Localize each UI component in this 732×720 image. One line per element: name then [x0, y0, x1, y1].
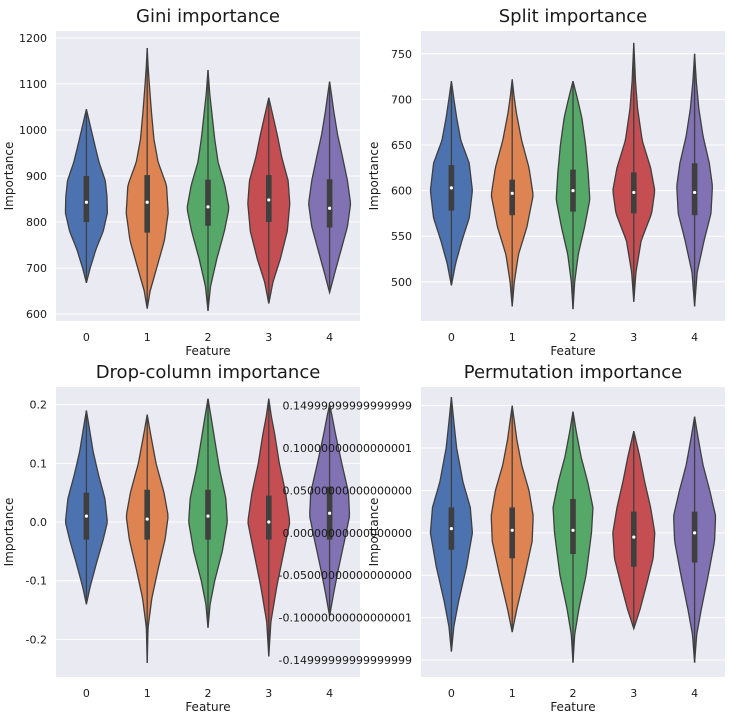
violin-median [571, 188, 575, 193]
violin-median [571, 528, 575, 532]
violin-median [145, 517, 149, 521]
violin-median [328, 206, 332, 210]
violin-median [267, 520, 271, 524]
y-axis-label: Importance [2, 142, 16, 211]
subplot-title: Drop-column importance [96, 362, 321, 383]
subplot-3: -0.2 -0.1 0.0 0.1 0.2 0 1 2 3 4 Drop-column import… [2, 362, 360, 714]
y-tick-label: 600 [391, 185, 412, 198]
subplot-title: Permutation importance [464, 362, 682, 383]
x-axis-label: Feature [550, 344, 595, 358]
violin-median [632, 190, 636, 195]
violin-median [206, 205, 210, 209]
violin-iqr-box [144, 175, 150, 233]
x-tick-label: 4 [691, 687, 698, 700]
x-tick-label: 2 [205, 331, 212, 344]
x-tick-label: 4 [691, 331, 698, 344]
y-tick-label: 700 [391, 93, 412, 106]
y-tick-label: 600 [26, 308, 47, 321]
y-tick-label: -0.10000000000000001 [279, 612, 412, 625]
y-tick-label: 0.2 [30, 399, 48, 412]
y-axis-label: Importance [2, 498, 16, 567]
y-tick-label: 550 [391, 230, 412, 243]
x-tick-label: 3 [630, 331, 637, 344]
violin-iqr-box [691, 163, 698, 216]
x-tick-label: 2 [205, 687, 212, 700]
subplot-title: Split importance [499, 6, 647, 27]
y-tick-label: 0.0 [30, 516, 48, 529]
violin-median [693, 531, 697, 535]
x-tick-label: 2 [570, 687, 577, 700]
x-tick-label: 0 [83, 687, 90, 700]
y-tick-label: 1000 [19, 124, 47, 137]
x-tick-label: 3 [265, 687, 272, 700]
y-tick-label: 0.1 [30, 457, 48, 470]
violin-median [206, 514, 210, 518]
y-tick-label: 750 [391, 48, 412, 61]
violin-iqr-box [631, 511, 637, 567]
y-tick-label: -0.1 [26, 575, 47, 588]
x-tick-label: 4 [326, 331, 333, 344]
x-tick-label: 3 [630, 687, 637, 700]
violin-median [267, 198, 271, 202]
violin-median [510, 191, 514, 195]
violin-iqr-box [691, 511, 698, 563]
x-tick-label: 3 [265, 331, 272, 344]
x-tick-label: 1 [509, 331, 516, 344]
subplot-2: 500 550 600 650 700 750 0 1 2 3 4 Split importance F… [367, 6, 725, 358]
violin-median [449, 527, 453, 531]
y-tick-label: 650 [391, 139, 412, 152]
y-tick-label: -0.14999999999999999 [279, 654, 412, 667]
violin-iqr-box [509, 507, 515, 559]
x-tick-label: 1 [144, 687, 151, 700]
violin-median [145, 200, 149, 204]
violin-median [328, 511, 332, 515]
y-tick-label: 1200 [19, 32, 47, 45]
y-tick-label: 500 [391, 276, 412, 289]
violin-median [84, 514, 88, 518]
violin-iqr-box [144, 489, 150, 540]
subplot-4: -0.14999999999999999 -0.10000000000000001… [279, 362, 725, 714]
violin-iqr-box [509, 179, 515, 216]
violin-median [632, 535, 636, 539]
x-axis-label: Feature [550, 700, 595, 714]
x-tick-label: 0 [83, 331, 90, 344]
violin-median [693, 190, 697, 195]
x-tick-label: 1 [144, 331, 151, 344]
violin-iqr-box [326, 179, 333, 228]
violin-median [449, 186, 453, 190]
violin-iqr-box [266, 495, 272, 540]
violin-median [510, 528, 514, 532]
y-tick-label: 700 [26, 262, 47, 275]
x-tick-label: 0 [448, 331, 455, 344]
y-tick-label: 0.00000000000000000 [283, 527, 412, 540]
violin-iqr-box [83, 176, 90, 223]
x-tick-label: 4 [326, 687, 333, 700]
x-axis-label: Feature [185, 700, 230, 714]
x-tick-label: 0 [448, 687, 455, 700]
y-axis-label: Importance [367, 498, 381, 567]
y-tick-label: -0.05000000000000000 [279, 569, 412, 582]
subplot-1: 600 700 800 900 1000 1100 1200 0 1 2 3 4 Gini import… [2, 6, 360, 358]
y-tick-label: 800 [26, 216, 47, 229]
y-tick-label: -0.2 [26, 633, 47, 646]
y-tick-label: 0.10000000000000001 [283, 442, 412, 455]
x-axis-label: Feature [185, 344, 230, 358]
violin-iqr-box [570, 498, 576, 555]
y-tick-label: 900 [26, 170, 47, 183]
x-tick-label: 2 [570, 331, 577, 344]
violin-median [84, 200, 88, 204]
y-axis-label: Importance [367, 142, 381, 211]
y-tick-label: 1100 [19, 78, 47, 91]
x-tick-label: 1 [509, 687, 516, 700]
subplot-title: Gini importance [136, 6, 280, 27]
violin-iqr-box [205, 179, 211, 226]
y-tick-label: 0.05000000000000000 [283, 484, 412, 497]
y-tick-label: 0.14999999999999999 [283, 400, 412, 413]
